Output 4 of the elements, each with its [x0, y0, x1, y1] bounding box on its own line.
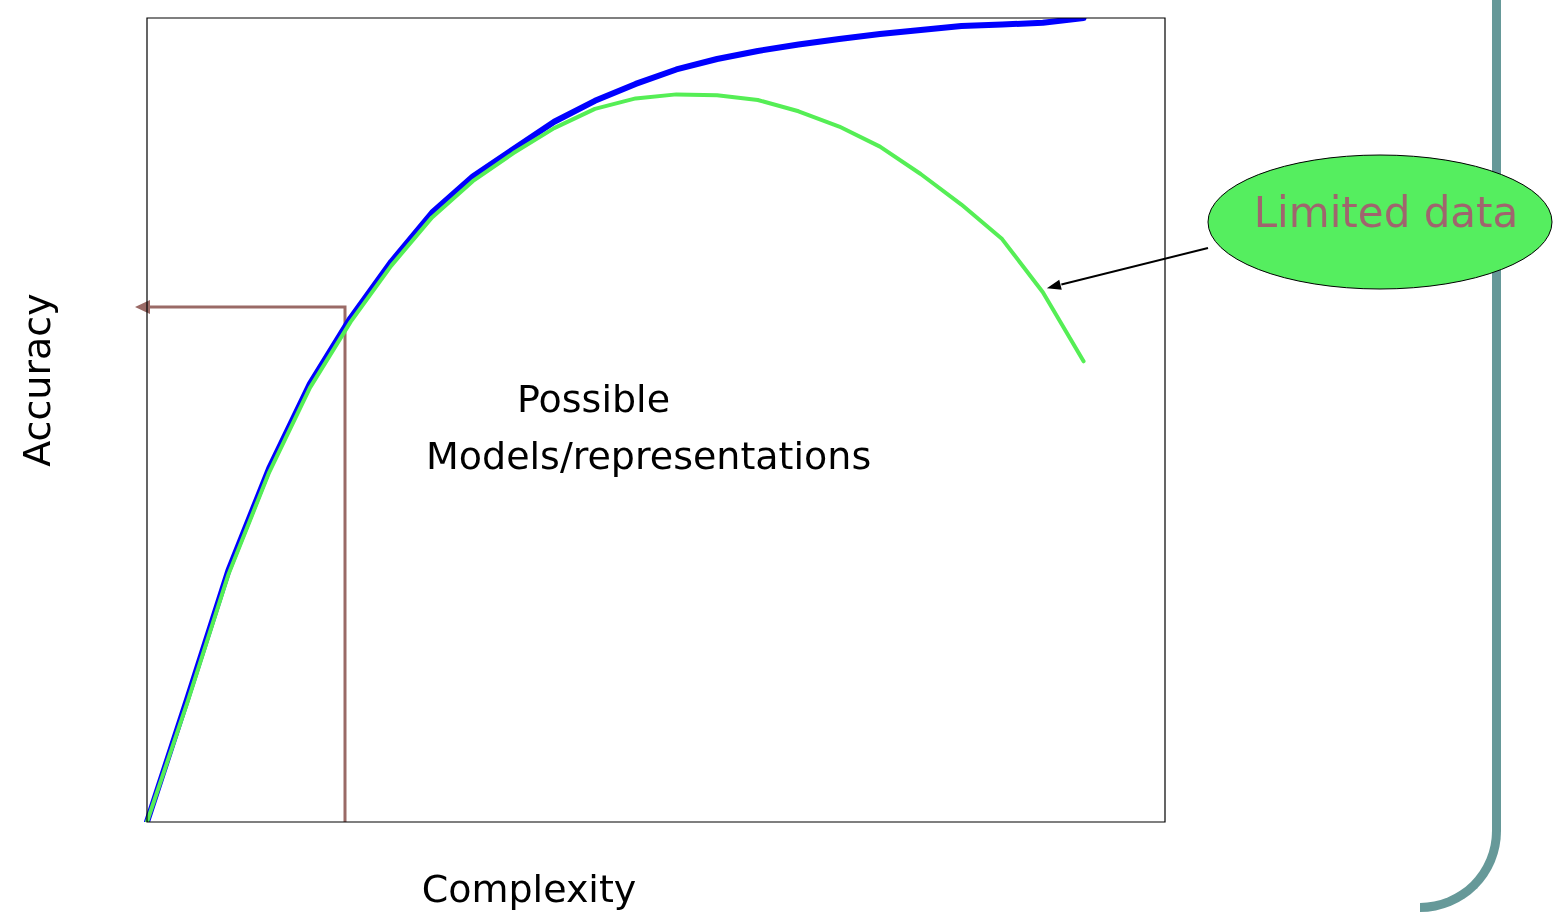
text: Limited data — [1253, 187, 1519, 237]
y-axis-title: Accuracy — [15, 293, 59, 467]
x-axis-title: Complexity — [421, 867, 637, 911]
annotation: Possible Models/representations — [426, 377, 872, 478]
